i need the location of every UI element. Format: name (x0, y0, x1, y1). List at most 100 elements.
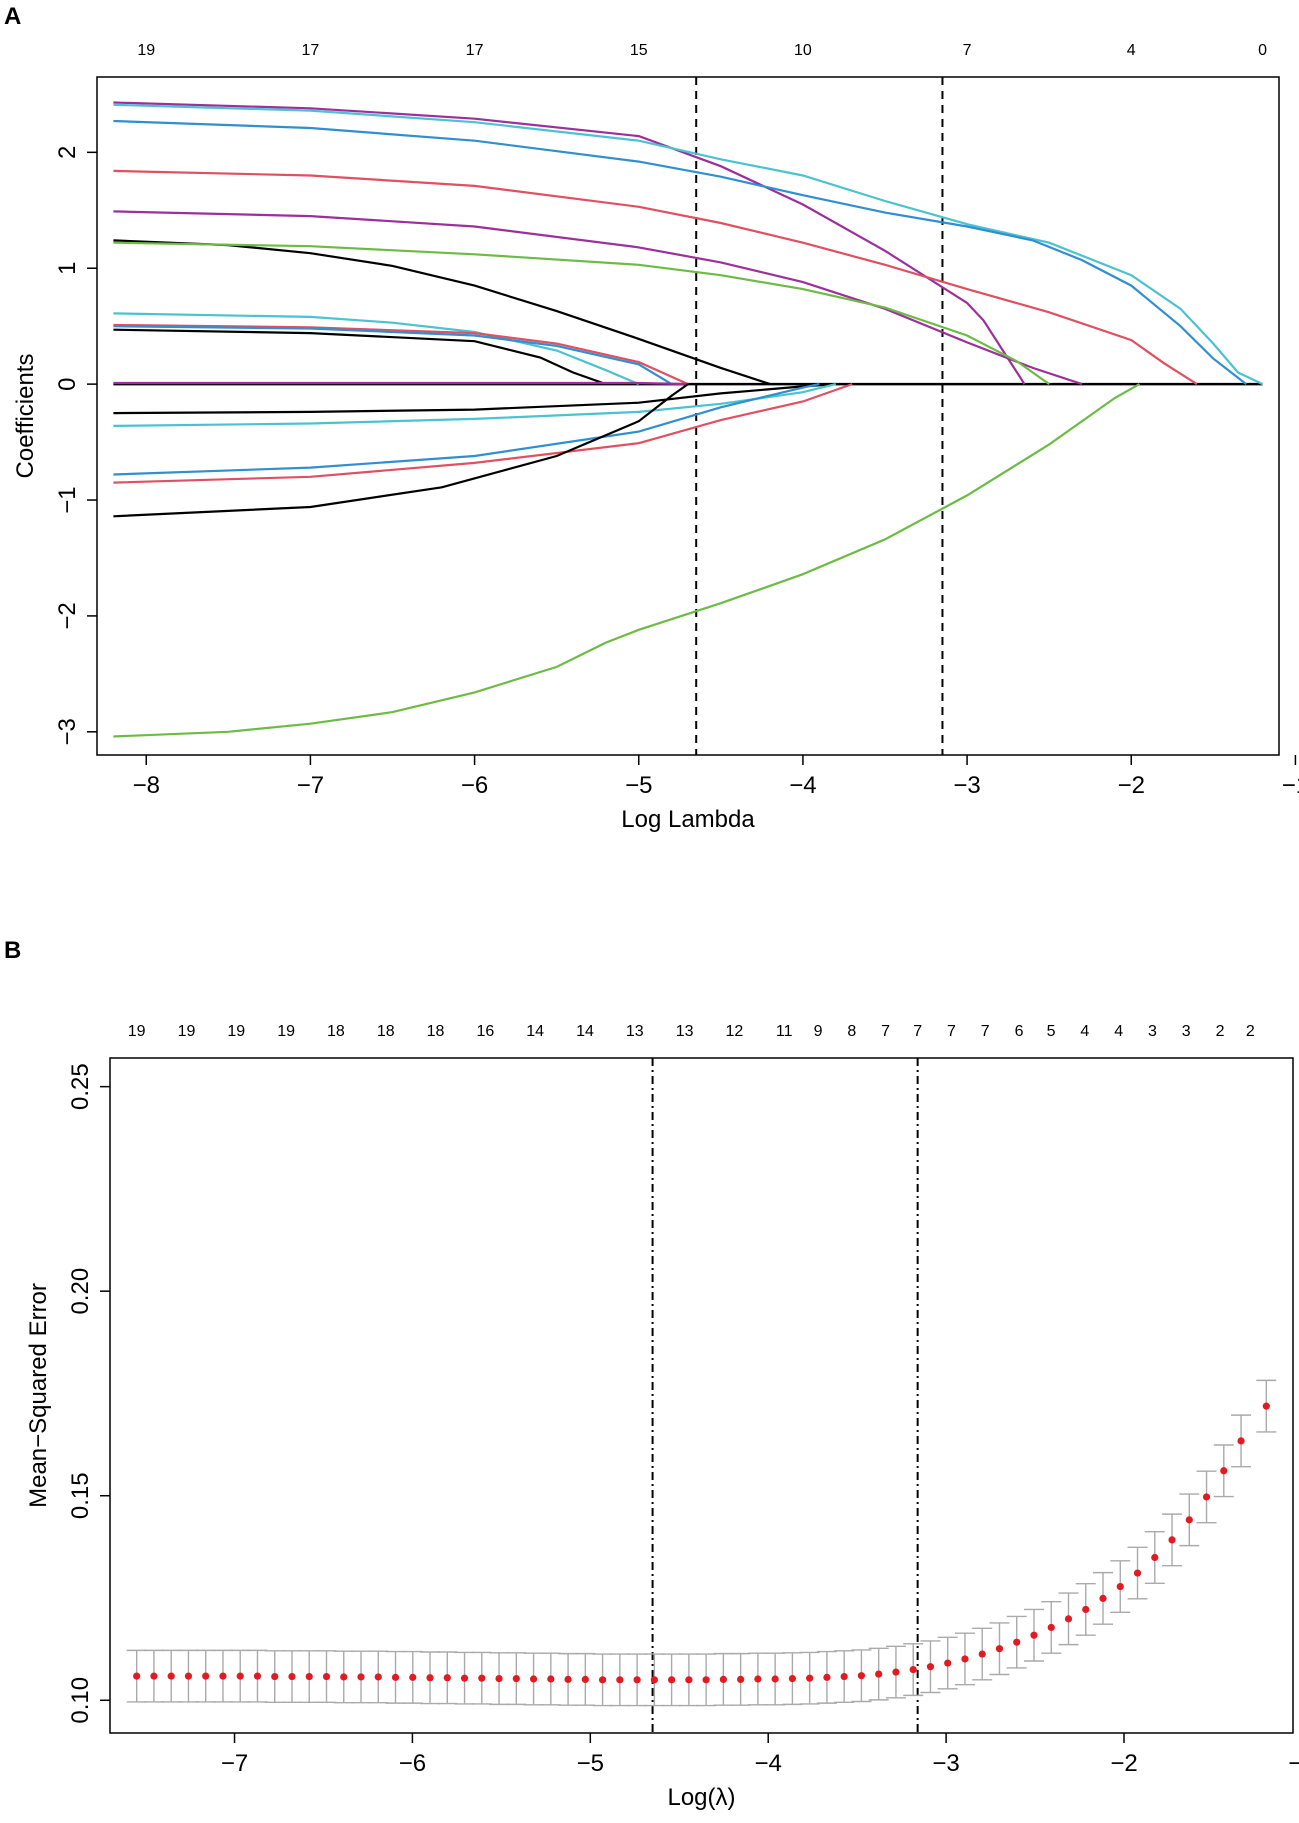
mse-point (1064, 1615, 1073, 1623)
mse-point (374, 1673, 382, 1681)
x-tick-label: −3 (932, 1750, 959, 1777)
x-tick-label: −6 (399, 1750, 426, 1777)
cross-validation-mse-chart: −7 −6 −5 −4 −3 −2 −1 0.10 0.15 0.20 0.25 19 19 19 19 18… (25, 1023, 1299, 1811)
y-tick-label: 0.15 (67, 1472, 94, 1519)
y-tick-label: −2 (54, 602, 81, 629)
mse-point (616, 1676, 624, 1684)
mse-point (823, 1673, 831, 1681)
coefficient-path-line (113, 381, 689, 386)
x-tick-label: −4 (755, 1750, 782, 1777)
plot-frame (96, 76, 1280, 756)
top-axis-count-label: 2 (1216, 1023, 1225, 1040)
top-axis-count-label: 11 (776, 1023, 793, 1040)
top-axis-count-label: 10 (794, 42, 812, 59)
top-axis-count-label: 15 (630, 42, 648, 59)
top-axis-count-label: 19 (227, 1023, 245, 1040)
mse-point (271, 1672, 279, 1681)
mse-point (961, 1655, 969, 1663)
top-axis-count-label: 7 (963, 42, 972, 59)
mse-point (1262, 1402, 1270, 1410)
top-axis-count-label: 5 (1047, 1023, 1056, 1040)
top-axis-count-label: 8 (847, 1023, 856, 1040)
top-axis-count-label: 14 (576, 1023, 594, 1040)
x-tick-label: −7 (297, 772, 324, 799)
mse-point (892, 1668, 900, 1676)
x-tick-label: −2 (1118, 772, 1145, 799)
mse-point (167, 1672, 175, 1680)
y-tick-label: 2 (54, 146, 81, 159)
coefficient-path-line (113, 239, 771, 386)
mse-point (840, 1672, 848, 1681)
top-axis-count-label: 4 (1127, 42, 1136, 59)
mse-point (771, 1675, 779, 1683)
mse-point (1151, 1553, 1159, 1562)
mse-point (426, 1674, 434, 1682)
mse-point (875, 1670, 883, 1678)
coefficient-path-line (113, 312, 640, 386)
mse-point (1047, 1623, 1055, 1632)
top-axis-count-label: 2 (1246, 1023, 1255, 1040)
mse-point (668, 1676, 676, 1684)
x-tick-label: −1 (1282, 772, 1299, 799)
y-tick-label: 0.10 (67, 1677, 94, 1724)
mse-point (926, 1663, 935, 1671)
plot-frame (109, 1057, 1294, 1734)
top-axis-count-label: 19 (178, 1023, 196, 1040)
mse-point (529, 1675, 538, 1683)
top-axis-count-label: 6 (1015, 1023, 1024, 1040)
coefficient-path-line (113, 383, 1141, 738)
y-tick-label: 0.25 (67, 1063, 94, 1110)
top-axis-count-label: 19 (277, 1023, 295, 1040)
mse-point (133, 1672, 141, 1680)
mse-point (944, 1659, 952, 1667)
coefficient-path-line (113, 101, 1026, 385)
mse-point (633, 1676, 641, 1684)
mse-point (150, 1672, 158, 1680)
coefficient-path-line (113, 323, 689, 386)
x-tick-label: −5 (625, 772, 652, 799)
top-axis-count-label: 12 (726, 1023, 744, 1040)
mse-point (460, 1674, 469, 1682)
top-axis-count-label: 7 (881, 1023, 890, 1040)
top-axis-count-label: 17 (466, 42, 484, 59)
y-axis-title: Coefficients (12, 354, 39, 479)
mse-point (788, 1674, 797, 1683)
mse-point (322, 1672, 331, 1681)
y-tick-label: 1 (54, 262, 81, 275)
mse-point (702, 1676, 710, 1684)
top-axis-count-label: 18 (377, 1023, 395, 1040)
coefficient-path-line (113, 169, 1198, 386)
mse-point (253, 1672, 262, 1680)
mse-point (1013, 1638, 1021, 1646)
mse-point (1030, 1631, 1038, 1639)
top-axis-count-label: 4 (1080, 1023, 1089, 1040)
mse-point (909, 1665, 917, 1674)
top-axis-count-label: 0 (1258, 42, 1267, 59)
coefficient-path-line (113, 325, 673, 386)
mse-point (1168, 1536, 1176, 1544)
x-tick-label: −8 (133, 772, 160, 799)
mse-point (547, 1675, 555, 1683)
mse-point (1082, 1605, 1090, 1614)
mse-point (443, 1674, 451, 1682)
x-tick-label: −6 (461, 772, 488, 799)
top-axis-count-label: 7 (913, 1023, 922, 1040)
mse-point (357, 1673, 365, 1681)
mse-point (340, 1673, 348, 1681)
coefficient-path-line (113, 383, 820, 476)
mse-point (581, 1675, 589, 1684)
mse-point (184, 1672, 193, 1680)
x-axis-title: Log Lambda (621, 806, 755, 833)
coefficient-path-line (113, 210, 1083, 386)
mse-point (1116, 1582, 1124, 1591)
coefficient-path-line (113, 241, 1050, 385)
mse-point (978, 1650, 986, 1658)
x-tick-label: −1 (1288, 1750, 1299, 1777)
top-axis-count-label: 13 (676, 1023, 694, 1040)
mse-point (1220, 1467, 1228, 1475)
mse-point (236, 1672, 244, 1680)
mse-point (305, 1672, 313, 1681)
mse-point (685, 1676, 693, 1684)
mse-point (219, 1672, 227, 1680)
